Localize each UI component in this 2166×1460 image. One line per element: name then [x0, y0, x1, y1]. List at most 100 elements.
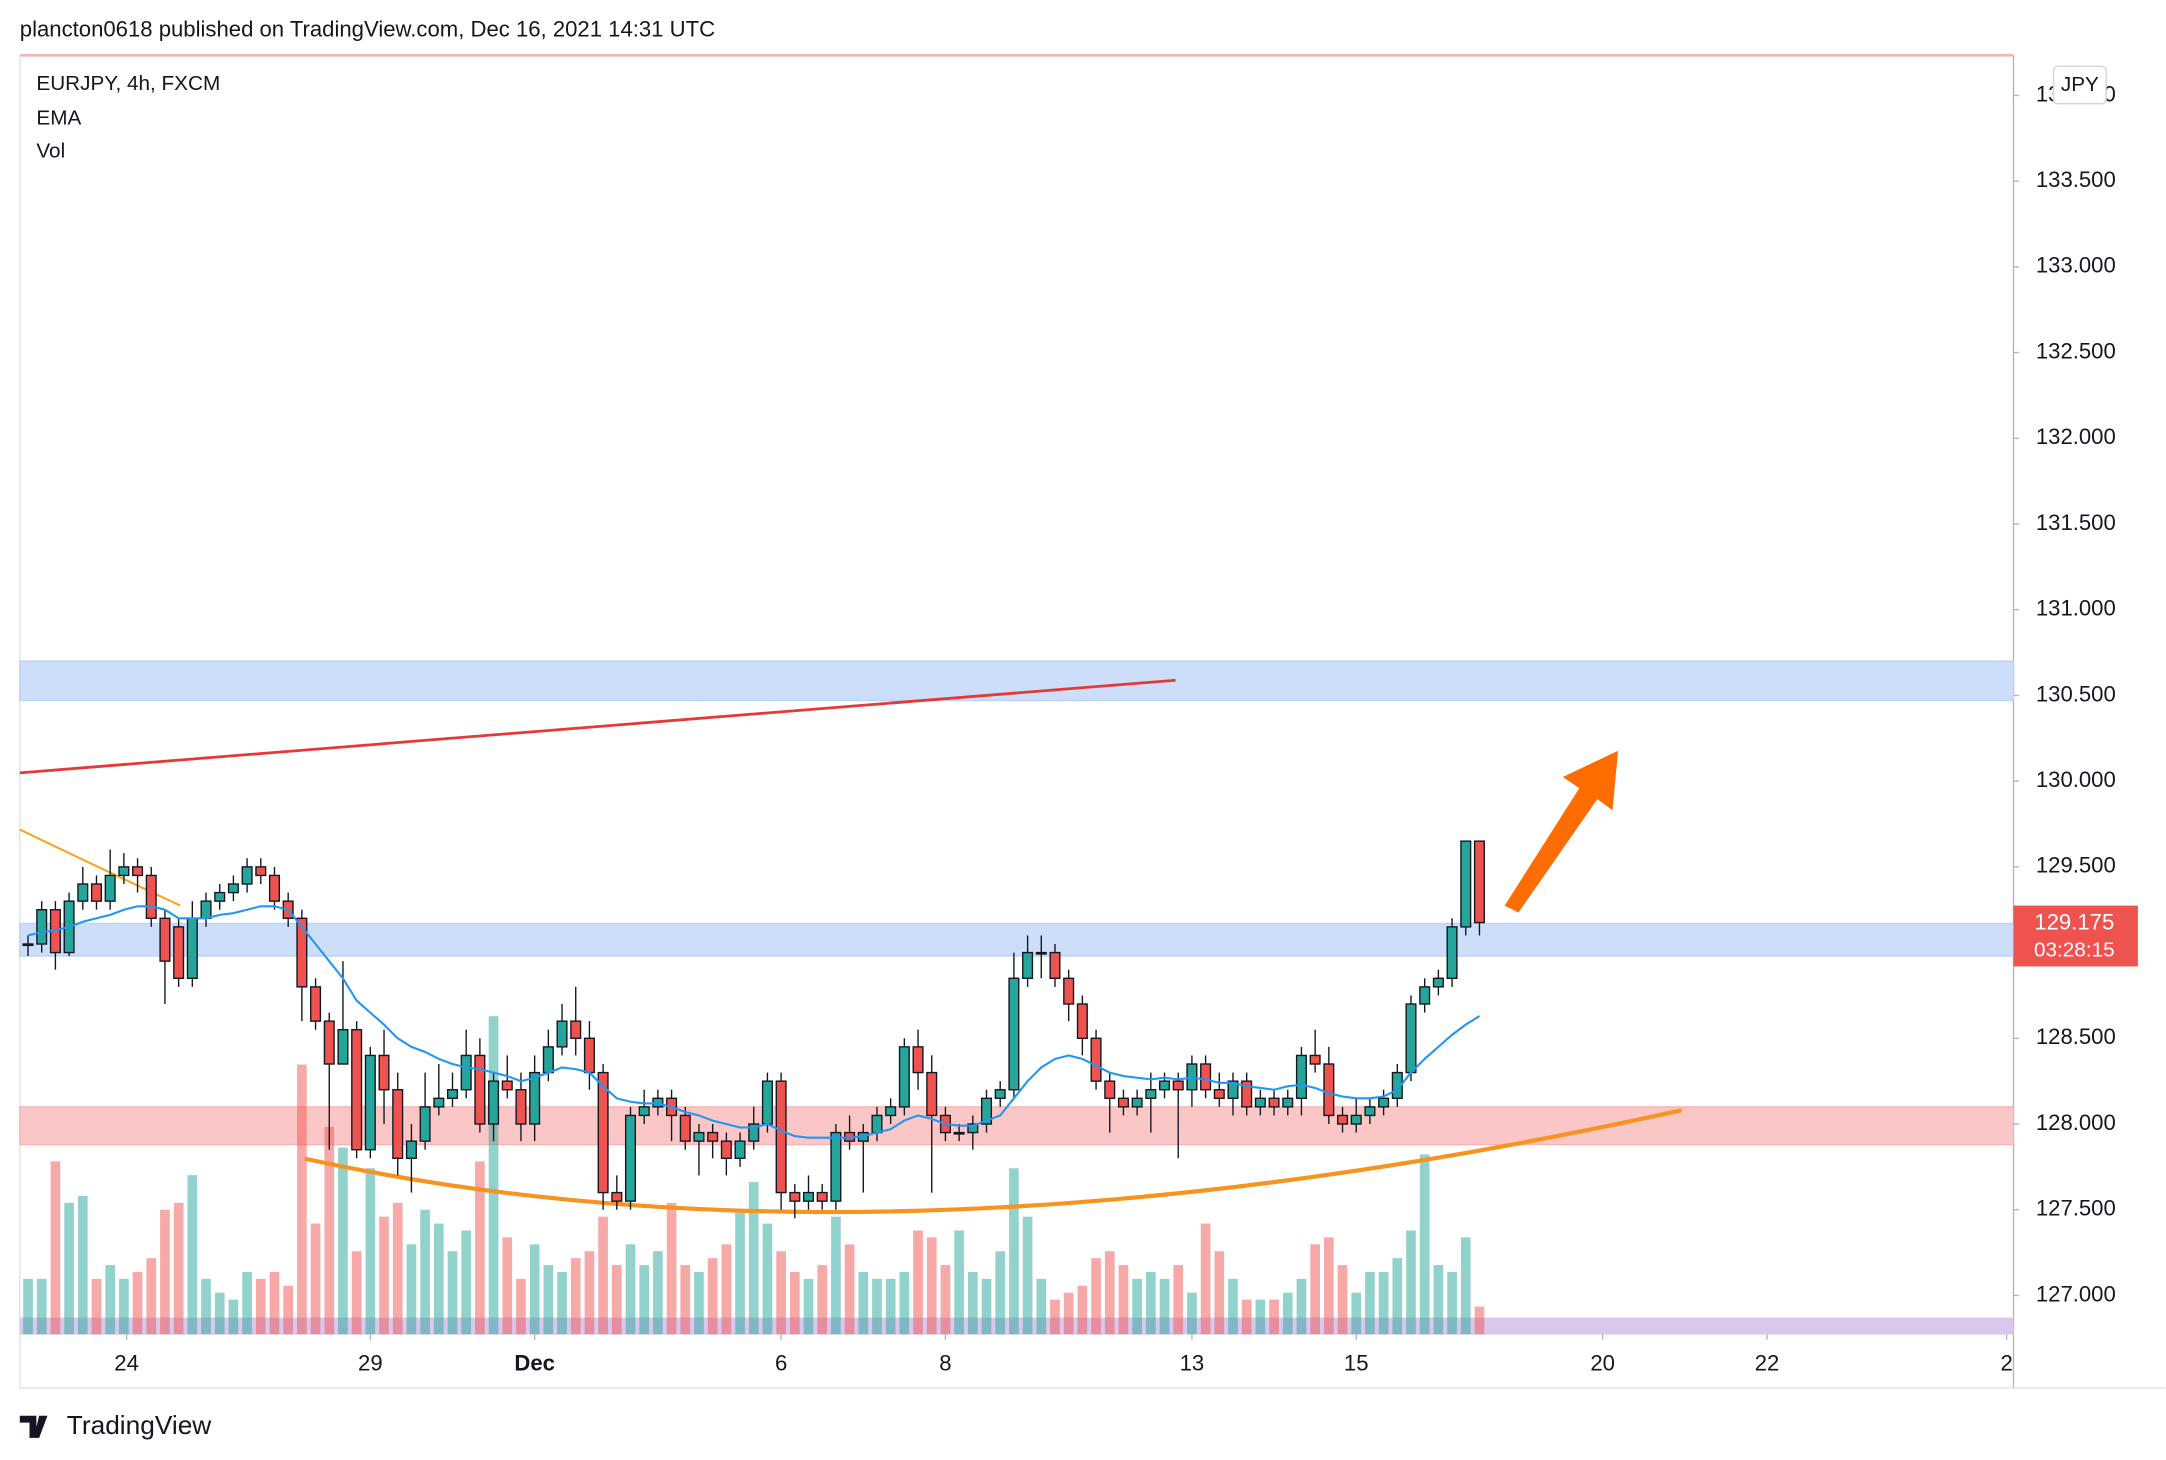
- volume-bar: [255, 1278, 266, 1335]
- x-tick-label: Dec: [514, 1350, 555, 1375]
- candle-body: [173, 926, 185, 979]
- zone: [19, 660, 2015, 702]
- volume-bar: [1173, 1265, 1184, 1335]
- candle-body: [323, 1020, 335, 1065]
- volume-bar: [570, 1258, 581, 1335]
- candle-body: [433, 1097, 445, 1108]
- volume-bar: [762, 1223, 773, 1335]
- candle-body: [583, 1037, 595, 1074]
- y-tick-label: 133.500: [2036, 167, 2116, 192]
- candle-body: [501, 1080, 513, 1091]
- volume-bar: [557, 1271, 567, 1335]
- volume-bar: [132, 1271, 143, 1335]
- y-tick-label: 131.000: [2036, 596, 2116, 621]
- volume-bar: [1392, 1258, 1403, 1335]
- candle-body: [980, 1097, 993, 1125]
- candle-body: [830, 1131, 842, 1202]
- candle-body: [488, 1080, 500, 1125]
- volume-bar: [297, 1064, 307, 1335]
- candle-body: [1378, 1097, 1390, 1108]
- y-tick-label: 128.500: [2036, 1024, 2116, 1049]
- candle-body: [1200, 1063, 1212, 1091]
- y-tick-label: 128.000: [2036, 1110, 2116, 1135]
- volume-bar: [461, 1230, 472, 1335]
- candle-body: [597, 1071, 609, 1194]
- candle-body: [1405, 1003, 1417, 1074]
- volume-bar: [529, 1244, 540, 1335]
- volume-bar: [269, 1271, 280, 1335]
- volume-bar: [639, 1265, 650, 1335]
- volume-bar: [146, 1258, 157, 1335]
- candle-body: [1254, 1097, 1266, 1108]
- volume-bar: [1063, 1292, 1074, 1335]
- volume-bar: [981, 1278, 992, 1335]
- volume-bar: [201, 1278, 211, 1335]
- legend-volume: Vol: [36, 140, 65, 163]
- candle-body: [405, 1140, 417, 1159]
- volume-bar: [310, 1223, 321, 1335]
- candle-body: [748, 1123, 760, 1142]
- x-tick-label: 20: [1590, 1350, 1615, 1375]
- x-tick-label: 15: [1344, 1350, 1369, 1375]
- volume-bar: [214, 1292, 225, 1335]
- time-axis: 24 29 Dec 6 8 13 15 20 22 2: [114, 1334, 2013, 1375]
- candle-body: [1460, 840, 1472, 928]
- candle-body: [392, 1089, 404, 1159]
- volume-bar: [433, 1223, 444, 1335]
- volume-bar: [1378, 1271, 1389, 1335]
- x-tick-label: 6: [775, 1350, 787, 1375]
- candle-body: [871, 1114, 883, 1134]
- candle-body: [679, 1114, 691, 1142]
- candle-body: [337, 1029, 349, 1065]
- candle-body: [36, 909, 48, 945]
- volume-bar: [488, 1016, 499, 1335]
- logo-text: TradingView: [67, 1410, 212, 1440]
- candle-body: [296, 917, 308, 988]
- volume-bar: [1132, 1278, 1142, 1335]
- candle-body: [570, 1020, 582, 1039]
- candle-body: [118, 866, 130, 877]
- candle-body: [693, 1131, 705, 1142]
- volume-bar: [694, 1271, 704, 1335]
- candle-body: [734, 1140, 746, 1159]
- candle-body: [1419, 986, 1431, 1005]
- candle-body: [1158, 1080, 1171, 1091]
- candle-body: [1172, 1080, 1184, 1091]
- y-tick-label: 132.000: [2036, 424, 2116, 449]
- volume-bar: [338, 1147, 348, 1335]
- candle-body: [926, 1071, 938, 1117]
- candle-body: [556, 1020, 568, 1048]
- up-arrow: [1504, 750, 1619, 913]
- candle-body: [885, 1106, 897, 1117]
- volume-bar: [899, 1271, 910, 1335]
- volume-bar: [475, 1161, 485, 1335]
- candle-body: [77, 883, 89, 902]
- candle-body: [707, 1131, 719, 1142]
- volume-bar: [680, 1265, 691, 1335]
- y-tick-label: 131.500: [2036, 510, 2116, 535]
- volume-bar: [91, 1278, 102, 1335]
- candle-body: [364, 1054, 376, 1151]
- volume-bar: [1036, 1278, 1047, 1335]
- last-price-box: [2013, 905, 2138, 967]
- x-tick-label: 2: [2000, 1350, 2012, 1375]
- candle-body: [1090, 1037, 1102, 1082]
- candle-body: [1432, 977, 1444, 988]
- candle-body: [1213, 1089, 1225, 1099]
- y-tick-label: 132.500: [2036, 338, 2116, 363]
- volume-bar: [36, 1278, 47, 1335]
- volume-bar: [392, 1202, 403, 1335]
- volume-bar: [1214, 1251, 1225, 1335]
- volume-bar: [1077, 1285, 1088, 1335]
- candle-body: [474, 1054, 486, 1125]
- candle-body: [1035, 951, 1047, 955]
- volume-bar: [351, 1251, 362, 1335]
- volume-bar: [1104, 1251, 1115, 1335]
- volume-bar: [1269, 1299, 1279, 1335]
- currency-badge[interactable]: [2052, 65, 2107, 105]
- volume-bar: [242, 1271, 252, 1335]
- candle-body: [720, 1140, 732, 1159]
- candle-body: [1446, 926, 1458, 979]
- volume-bar: [1447, 1271, 1457, 1335]
